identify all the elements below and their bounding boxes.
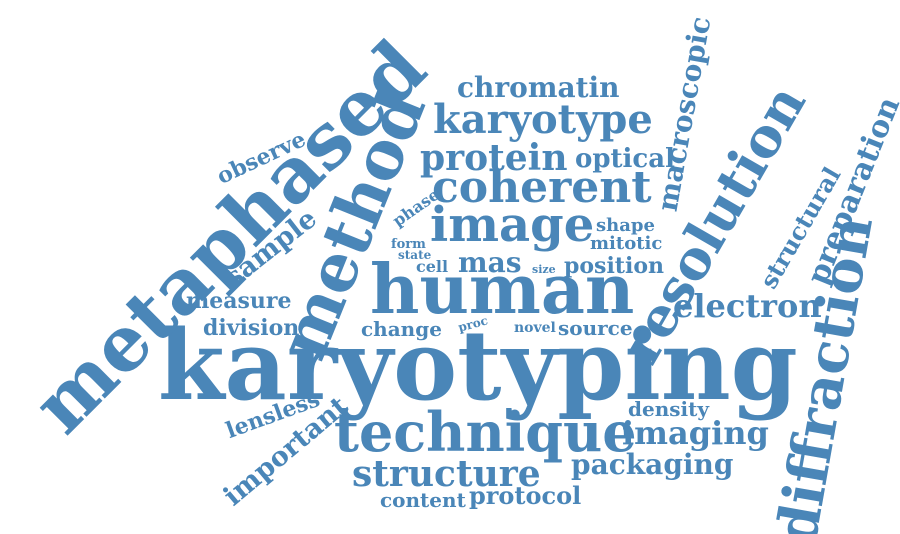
word-mas: mas xyxy=(458,246,522,279)
word-content: content xyxy=(380,488,466,512)
word-density: density xyxy=(628,397,709,421)
word-source: source xyxy=(558,316,633,340)
word-packaging: packaging xyxy=(571,448,734,481)
word-shape: shape xyxy=(596,215,655,236)
word-change: change xyxy=(361,317,442,341)
word-position: position xyxy=(564,253,664,279)
word-coherent: coherent xyxy=(432,162,652,213)
word-mitotic: mitotic xyxy=(590,233,663,254)
word-novel: novel xyxy=(514,320,556,336)
word-protein: protein xyxy=(420,137,568,179)
word-image: image xyxy=(430,197,595,253)
word-human: human xyxy=(370,250,635,330)
word-karyotype: karyotype xyxy=(433,96,653,143)
word-size: size xyxy=(532,263,556,276)
word-imaging: imaging xyxy=(622,414,769,452)
word-division: division xyxy=(203,315,300,341)
word-form: form xyxy=(391,237,426,252)
word-optical: optical xyxy=(575,144,675,174)
word-protocol: protocol xyxy=(469,481,582,510)
word-karyotyping: karyotyping xyxy=(158,309,798,422)
word-chromatin: chromatin xyxy=(457,71,620,104)
word-technique: technique xyxy=(334,400,637,464)
word-cell: cell xyxy=(416,257,449,276)
word-electron: electron xyxy=(673,287,822,325)
word-state: state xyxy=(398,248,432,262)
word-structure: structure xyxy=(352,453,541,495)
word-measure: measure xyxy=(186,288,292,314)
